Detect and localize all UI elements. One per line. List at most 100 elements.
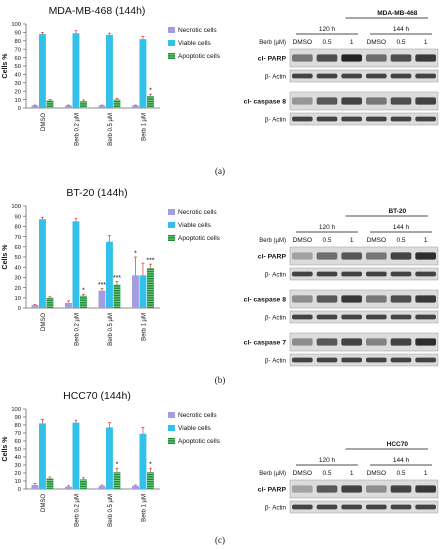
- legend-entry: Necrotic cells: [178, 209, 217, 216]
- lane-label: DMSO: [293, 470, 313, 477]
- y-tick-label: 60: [15, 439, 21, 445]
- blot-band: [415, 485, 436, 493]
- blot-band: [292, 357, 313, 363]
- blot-band: [366, 271, 387, 277]
- blot-band: [390, 314, 412, 320]
- blot-band: [292, 54, 313, 62]
- blot-row-label: β- Actin: [265, 74, 287, 81]
- western-blot-c: HCC70 120 h 144 h Berb (µM) DMSO 0.5 1 DMSO 0.5 1…: [258, 441, 439, 514]
- blot-membrane: [289, 91, 439, 111]
- bar-chart-c: HCC70 (144h) 0 10 20 30 40 50 60 70 80 90 100 Cells …: [2, 390, 221, 527]
- blot-row: [289, 289, 439, 309]
- significance-label: ***: [113, 275, 121, 282]
- lane-label: DMSO: [293, 237, 313, 244]
- blot-row-label: cl- caspase 7: [244, 340, 287, 347]
- blot-band: [341, 97, 362, 105]
- blot-band: [316, 314, 338, 320]
- bar: [132, 105, 139, 108]
- y-tick-label: 40: [15, 73, 21, 79]
- significance-label: ***: [146, 258, 154, 265]
- x-tick-label: Berb 0.2 µM: [74, 494, 80, 527]
- blot-band: [292, 485, 313, 493]
- y-axis-label: Cells %: [2, 244, 9, 270]
- x-tick-label: DMSO: [41, 313, 47, 331]
- blot-band: [390, 73, 412, 79]
- blot-title: BT-20: [388, 208, 406, 215]
- blot-band: [390, 504, 412, 510]
- y-tick-label: 0: [18, 106, 21, 112]
- blot-row-label: β- Actin: [265, 315, 287, 322]
- legend-swatch: [168, 235, 175, 241]
- blot-band: [366, 314, 387, 320]
- bar: [147, 268, 154, 308]
- blot-row-label: cl- PARP: [258, 254, 287, 261]
- y-tick-label: 50: [15, 64, 21, 70]
- blot-band: [316, 97, 338, 105]
- legend-entry: Viable cells: [178, 222, 212, 229]
- blot-band: [316, 252, 338, 260]
- blot-row: [289, 479, 439, 499]
- bar: [139, 433, 147, 489]
- blot-band: [341, 116, 362, 122]
- significance-label: ***: [98, 282, 106, 289]
- y-tick-label: 20: [15, 471, 21, 477]
- x-tick-label: DMSO: [41, 494, 47, 512]
- bar: [65, 486, 72, 489]
- y-tick-label: 20: [15, 286, 21, 292]
- lane-label: DMSO: [367, 39, 387, 46]
- lane-label: 0.5: [322, 39, 331, 46]
- y-tick-label: 30: [15, 81, 21, 87]
- lane-label: 1: [424, 39, 428, 46]
- bar: [106, 34, 113, 108]
- lane-label: 1: [350, 237, 354, 244]
- blot-band: [341, 338, 362, 346]
- blot-membrane: [289, 267, 439, 281]
- blot-band: [341, 485, 362, 493]
- x-tick-label: Berb 1 µM: [141, 113, 147, 141]
- lane-label: 0.5: [396, 39, 405, 46]
- x-tick-label: Berb 1 µM: [141, 494, 147, 522]
- blot-band: [415, 504, 436, 510]
- y-tick-label: 30: [15, 276, 21, 282]
- bar: [65, 105, 72, 108]
- legend-swatch: [168, 412, 175, 418]
- blot-row-label: cl- PARP: [258, 487, 287, 494]
- blot-band: [366, 73, 387, 79]
- legend-entry: Necrotic cells: [178, 27, 217, 34]
- blot-band: [415, 357, 436, 363]
- blot-band: [415, 116, 436, 122]
- blot-band: [366, 54, 387, 62]
- legend-entry: Necrotic cells: [178, 412, 217, 419]
- blot-band: [316, 295, 338, 303]
- bar: [113, 284, 121, 308]
- blot-band: [366, 338, 387, 346]
- blot-band: [316, 54, 338, 62]
- blot-band: [415, 97, 436, 105]
- bar-chart-a: MDA-MB-468 (144h) 0 10 20 30 40 50 60 70 80 90 100 C…: [2, 5, 221, 146]
- blot-band: [292, 116, 313, 122]
- y-tick-label: 40: [15, 455, 21, 461]
- blot-row: [289, 310, 439, 324]
- bar: [98, 485, 106, 489]
- blot-band: [366, 97, 387, 105]
- y-tick-label: 70: [15, 235, 21, 241]
- blot-title: HCC70: [387, 441, 409, 448]
- blot-row: [289, 353, 439, 367]
- panel-a: MDA-MB-468 (144h) 0 10 20 30 40 50 60 70 80 90 100 C…: [0, 0, 440, 180]
- blot-row: [289, 112, 439, 126]
- bar: [65, 302, 72, 308]
- blot-row: [289, 246, 439, 266]
- lane-label: 0.5: [322, 470, 331, 477]
- legend-entry: Viable cells: [178, 40, 212, 47]
- y-tick-label: 10: [15, 296, 21, 302]
- blot-band: [316, 73, 338, 79]
- chart-title: MDA-MB-468 (144h): [49, 5, 146, 17]
- blot-row-label: cl- caspase 8: [244, 297, 287, 304]
- blot-band: [316, 485, 338, 493]
- blot-row-label: β- Actin: [265, 272, 287, 279]
- blot-band: [390, 485, 412, 493]
- y-tick-label: 80: [15, 39, 21, 45]
- legend-entry: Apoptotic cells: [178, 438, 221, 445]
- legend-swatch: [168, 425, 175, 431]
- blot-band: [366, 252, 387, 260]
